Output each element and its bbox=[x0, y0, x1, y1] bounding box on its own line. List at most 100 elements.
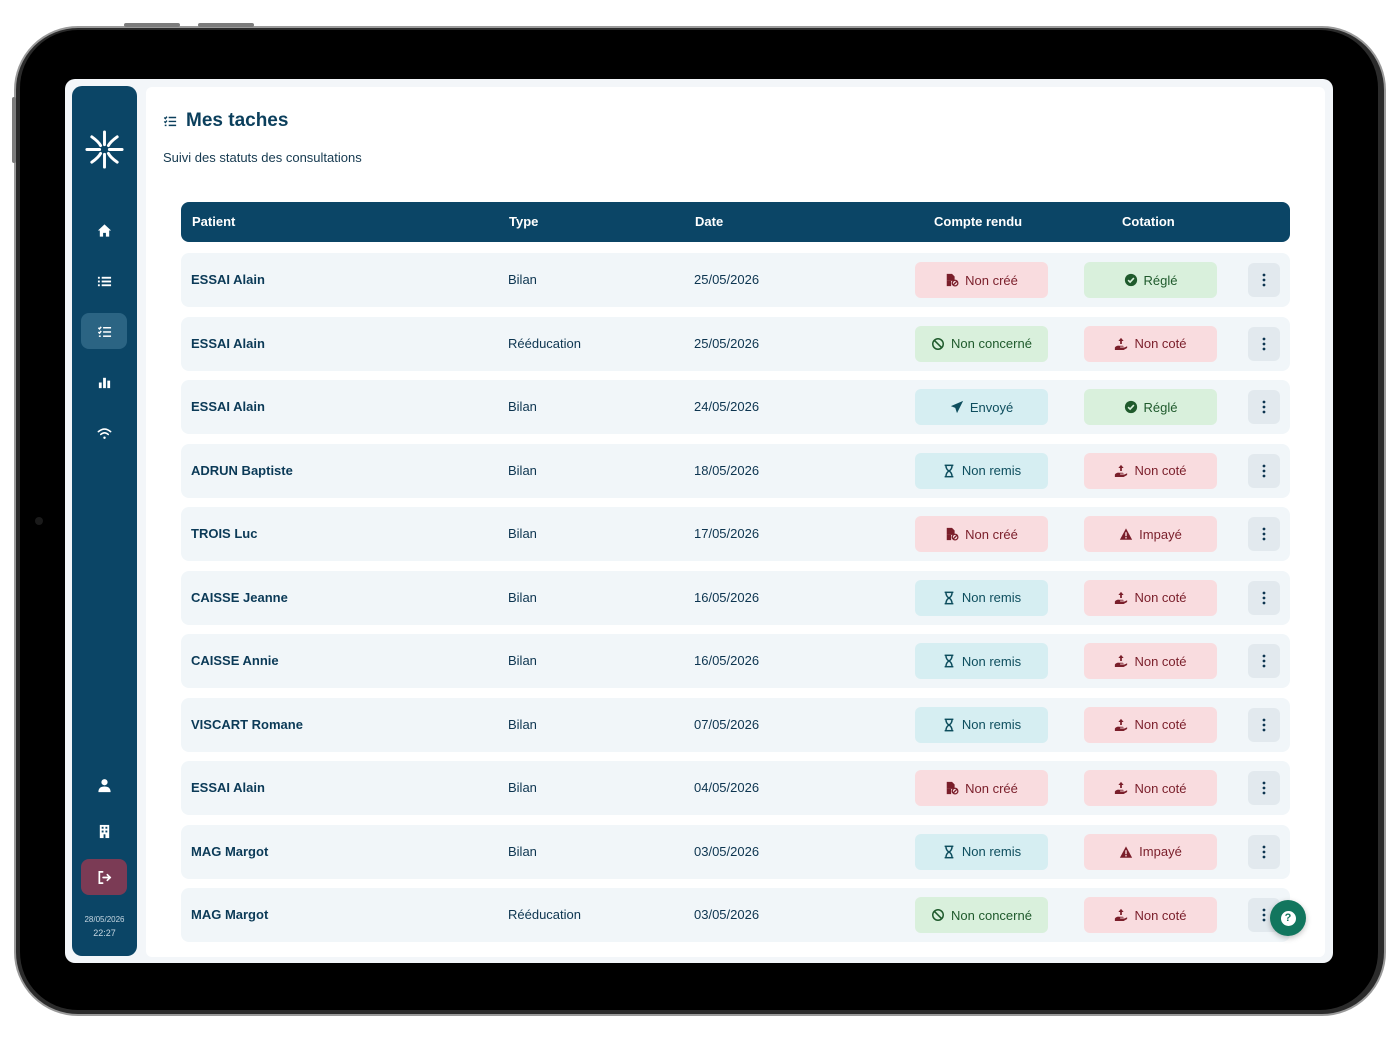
compte-rendu-badge-non-cree[interactable]: Non créé bbox=[915, 516, 1048, 552]
logout-button[interactable] bbox=[81, 859, 127, 895]
cotation-badge-non-cote[interactable]: Non coté bbox=[1084, 325, 1217, 362]
column-header-date: Date bbox=[695, 214, 724, 229]
table-row[interactable]: ESSAI Alain Bilan 25/05/2026 Non créé Réglé bbox=[181, 253, 1290, 307]
table-row[interactable]: TROIS Luc Bilan 17/05/2026 Non créé Impayé bbox=[181, 507, 1290, 561]
cotation-status-label: Non coté bbox=[1134, 653, 1187, 669]
table-row[interactable]: VISCART Romane Bilan 07/05/2026 Non remis No… bbox=[181, 697, 1290, 752]
consultation-type: Bilan bbox=[508, 589, 537, 605]
hourglass-icon bbox=[942, 654, 956, 668]
row-actions-button[interactable] bbox=[1248, 453, 1280, 488]
ban-icon bbox=[931, 908, 945, 922]
hand-coin-icon bbox=[1114, 908, 1128, 922]
compte-rendu-badge-non-concerne[interactable]: Non concerné bbox=[915, 897, 1048, 933]
more-vertical-icon bbox=[1262, 337, 1266, 350]
compte-rendu-badge-non-remis[interactable]: Non remis bbox=[915, 643, 1048, 679]
nav-office[interactable] bbox=[81, 813, 127, 849]
cotation-badge-non-cote[interactable]: Non coté bbox=[1084, 643, 1217, 679]
cotation-badge-non-cote[interactable]: Non coté bbox=[1084, 770, 1217, 806]
table-row[interactable]: ESSAI Alain Rééducation 25/05/2026 Non conc… bbox=[181, 316, 1290, 371]
table-row[interactable]: MAG Margot Bilan 03/05/2026 Non remis Impayé bbox=[181, 824, 1290, 879]
building-icon bbox=[99, 824, 109, 838]
page-subtitle: Suivi des statuts des consultations bbox=[163, 150, 362, 165]
nav-connectivity[interactable] bbox=[81, 415, 127, 451]
compte-rendu-status-label: Non remis bbox=[961, 590, 1022, 605]
cotation-status-label: Réglé bbox=[1143, 272, 1178, 288]
hourglass-icon bbox=[942, 845, 956, 859]
consultation-date: 04/05/2026 bbox=[694, 780, 760, 795]
compte-rendu-badge-non-remis[interactable]: Non remis bbox=[915, 706, 1048, 743]
cotation-status-label: Non coté bbox=[1134, 336, 1187, 351]
compte-rendu-badge-non-remis[interactable]: Non remis bbox=[915, 579, 1048, 616]
file-blocked-icon bbox=[945, 273, 959, 287]
user-icon bbox=[97, 778, 111, 792]
row-actions-button[interactable] bbox=[1248, 644, 1280, 678]
row-actions-button[interactable] bbox=[1248, 771, 1280, 805]
cotation-badge-non-cote[interactable]: Non coté bbox=[1084, 452, 1217, 489]
help-button[interactable]: ? bbox=[1270, 900, 1306, 936]
sidebar-time: 22:27 bbox=[93, 928, 116, 938]
cotation-status-label: Non coté bbox=[1134, 463, 1187, 478]
consultation-type: Rééducation bbox=[508, 335, 581, 351]
camera-dot bbox=[35, 517, 43, 525]
hourglass-icon bbox=[942, 718, 956, 732]
check-circle-icon bbox=[1124, 400, 1138, 414]
consultation-date: 24/05/2026 bbox=[694, 399, 760, 414]
compte-rendu-badge-envoye[interactable]: Envoyé bbox=[915, 389, 1048, 425]
patient-name: MAG Margot bbox=[191, 907, 269, 922]
cotation-badge-non-cote[interactable]: Non coté bbox=[1084, 579, 1217, 616]
table-row[interactable]: MAG Margot Rééducation 03/05/2026 Non conce… bbox=[181, 888, 1290, 942]
table-row[interactable]: ADRUN Baptiste Bilan 18/05/2026 Non remis No… bbox=[181, 443, 1290, 498]
compte-rendu-badge-non-concerne[interactable]: Non concerné bbox=[915, 325, 1048, 362]
nav-stats[interactable] bbox=[81, 364, 127, 400]
file-blocked-icon bbox=[945, 781, 959, 795]
nav-home[interactable] bbox=[81, 212, 127, 248]
patient-name: ESSAI Alain bbox=[191, 780, 265, 795]
table-row[interactable]: ESSAI Alain Bilan 04/05/2026 Non créé Non co… bbox=[181, 761, 1290, 815]
patient-name: MAG Margot bbox=[191, 843, 269, 859]
consultation-type: Bilan bbox=[508, 526, 537, 541]
row-actions-button[interactable] bbox=[1248, 263, 1280, 297]
consultation-date: 03/05/2026 bbox=[694, 843, 760, 859]
cotation-status-label: Non coté bbox=[1134, 907, 1187, 923]
table-row[interactable]: ESSAI Alain Bilan 24/05/2026 Envoyé Réglé bbox=[181, 380, 1290, 434]
more-vertical-icon bbox=[1262, 654, 1266, 668]
cotation-badge-non-cote[interactable]: Non coté bbox=[1084, 706, 1217, 743]
more-vertical-icon bbox=[1262, 908, 1266, 922]
patient-name: ESSAI Alain bbox=[191, 399, 265, 414]
cotation-status-label: Non coté bbox=[1134, 717, 1187, 732]
cotation-badge-impaye[interactable]: Impayé bbox=[1084, 833, 1217, 870]
nav-tasks[interactable] bbox=[81, 313, 127, 349]
column-header-type: Type bbox=[509, 214, 539, 229]
table-row[interactable]: CAISSE Annie Bilan 16/05/2026 Non remis Non … bbox=[181, 634, 1290, 688]
cotation-badge-regle[interactable]: Réglé bbox=[1084, 389, 1217, 425]
row-actions-button[interactable] bbox=[1248, 517, 1280, 551]
check-circle-icon bbox=[1124, 273, 1138, 287]
row-actions-button[interactable] bbox=[1248, 326, 1280, 361]
stats-icon bbox=[98, 377, 110, 388]
cotation-badge-regle[interactable]: Réglé bbox=[1084, 262, 1217, 298]
main-panel: Mes taches Suivi des statuts des consult… bbox=[146, 87, 1325, 957]
app-logo-icon bbox=[85, 130, 124, 169]
nav-list[interactable] bbox=[81, 263, 127, 299]
cotation-badge-impaye[interactable]: Impayé bbox=[1084, 516, 1217, 552]
compte-rendu-badge-non-remis[interactable]: Non remis bbox=[915, 452, 1048, 489]
compte-rendu-badge-non-remis[interactable]: Non remis bbox=[915, 833, 1048, 870]
nav-profile[interactable] bbox=[81, 767, 127, 803]
row-actions-button[interactable] bbox=[1248, 834, 1280, 869]
compte-rendu-status-label: Non remis bbox=[961, 717, 1022, 732]
row-actions-button[interactable] bbox=[1248, 390, 1280, 424]
send-icon bbox=[950, 400, 964, 414]
table-row[interactable]: CAISSE Jeanne Bilan 16/05/2026 Non remis Non… bbox=[181, 570, 1290, 625]
compte-rendu-badge-non-cree[interactable]: Non créé bbox=[915, 262, 1048, 298]
cotation-badge-non-cote[interactable]: Non coté bbox=[1084, 897, 1217, 933]
hand-coin-icon bbox=[1114, 337, 1128, 351]
row-actions-button[interactable] bbox=[1248, 580, 1280, 615]
cotation-status-label: Non coté bbox=[1134, 590, 1187, 605]
consultation-type: Bilan bbox=[508, 716, 537, 732]
ban-icon bbox=[931, 337, 945, 351]
volume-button bbox=[198, 23, 254, 27]
compte-rendu-badge-non-cree[interactable]: Non créé bbox=[915, 770, 1048, 806]
compte-rendu-status-label: Envoyé bbox=[969, 399, 1014, 415]
more-vertical-icon bbox=[1262, 273, 1266, 287]
row-actions-button[interactable] bbox=[1248, 707, 1280, 742]
